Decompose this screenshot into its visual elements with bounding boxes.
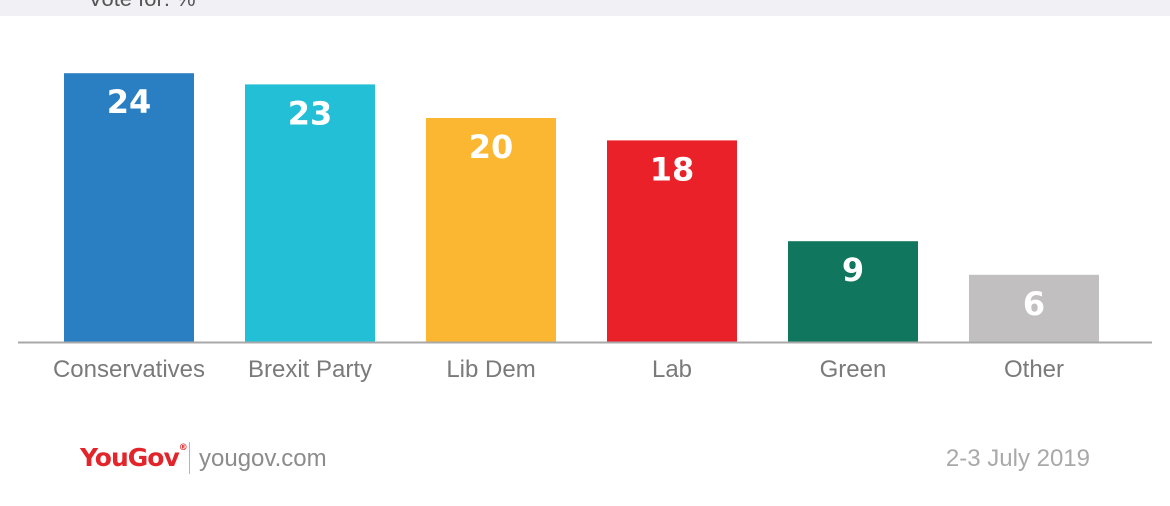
bar-value-lab: 18 bbox=[650, 150, 695, 188]
footer-divider bbox=[189, 442, 190, 474]
bar-value-green: 9 bbox=[842, 251, 864, 289]
chart-subtitle: Vote for: % bbox=[88, 0, 196, 12]
bar-conservatives bbox=[64, 73, 194, 342]
fieldwork-date: 2-3 July 2019 bbox=[945, 445, 1090, 472]
brand-name: YouGov bbox=[80, 443, 180, 472]
bar-value-other: 6 bbox=[1023, 285, 1045, 323]
bar-brexit-party bbox=[245, 84, 375, 343]
category-label-lab: Lab bbox=[652, 356, 692, 383]
header-band: Vote for: % bbox=[0, 0, 1170, 16]
category-label-brexit-party: Brexit Party bbox=[248, 356, 372, 383]
website-link[interactable]: yougov.com bbox=[199, 445, 327, 472]
bar-value-lib-dem: 20 bbox=[469, 128, 514, 166]
bar-other bbox=[969, 274, 1099, 342]
bar-value-brexit-party: 23 bbox=[288, 94, 333, 132]
category-label-other: Other bbox=[1004, 356, 1064, 383]
bar-value-conservatives: 24 bbox=[107, 83, 152, 121]
yougov-logo: YouGov® bbox=[80, 443, 188, 472]
bar-chart: 24 Conservatives 23 Brexit Party 20 Lib Dem 18… bbox=[18, 73, 1152, 383]
category-label-conservatives: Conservatives bbox=[53, 356, 205, 383]
bar-green bbox=[788, 241, 918, 342]
bar-lib-dem bbox=[426, 118, 556, 342]
trademark-mark: ® bbox=[178, 443, 188, 453]
bar-lab bbox=[607, 140, 737, 342]
category-label-lib-dem: Lib Dem bbox=[446, 356, 535, 383]
category-label-green: Green bbox=[820, 356, 887, 383]
